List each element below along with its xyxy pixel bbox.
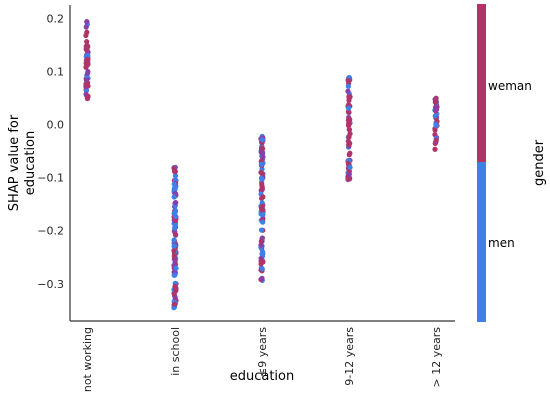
data-point [345, 83, 351, 89]
data-point [260, 211, 266, 218]
data-point [84, 19, 90, 25]
x-tick-label: not working [81, 327, 94, 392]
data-point [260, 207, 266, 214]
data-point [171, 194, 177, 200]
data-point [172, 225, 178, 231]
plot-axes [69, 5, 455, 322]
data-point [172, 301, 178, 307]
data-point [347, 116, 353, 123]
data-point [172, 285, 179, 291]
x-tick-labels: not working in school ≤9 years 9-12 years > … [81, 327, 443, 392]
y-tick-label: 0.2 [47, 12, 65, 25]
data-point [434, 106, 440, 113]
data-point [173, 200, 179, 206]
data-point [172, 173, 179, 179]
colorbar-weman-segment [477, 4, 486, 162]
data-point [84, 29, 90, 35]
data-point [345, 138, 351, 144]
data-point [84, 70, 91, 76]
x-tick-label: ≤9 years [256, 327, 269, 377]
data-point [347, 164, 353, 170]
y-axis-title-line1: SHAP value for [7, 114, 22, 211]
colorbar-title: gender [532, 139, 547, 186]
data-point [85, 93, 91, 99]
colorbar-men-segment [477, 162, 486, 322]
data-point [260, 154, 266, 160]
data-point [171, 237, 177, 243]
data-point [346, 97, 352, 103]
colorbar-label-men: men [488, 236, 515, 250]
data-point [83, 60, 89, 66]
data-point [258, 149, 264, 156]
data-point [432, 127, 438, 133]
data-point [346, 121, 352, 127]
data-point [260, 219, 266, 225]
y-axis-title-line2: education [23, 131, 38, 196]
data-point [172, 232, 179, 238]
data-point [258, 169, 264, 176]
y-tick-label: −0.2 [37, 225, 64, 238]
data-point [83, 43, 89, 49]
data-point [171, 165, 177, 171]
data-point [171, 181, 177, 187]
data-point [83, 24, 89, 30]
data-point [258, 161, 265, 167]
data-point [345, 105, 352, 111]
data-point [432, 99, 438, 105]
y-tick-label: −0.1 [37, 172, 64, 185]
x-axis-title: education [230, 369, 295, 384]
scatter-points [83, 19, 440, 311]
data-point [84, 82, 91, 89]
data-point [172, 258, 178, 264]
y-tick-label: 0.0 [47, 118, 65, 131]
data-point [260, 194, 266, 200]
data-point [432, 113, 438, 119]
data-point [346, 126, 352, 133]
data-point [172, 272, 178, 278]
data-point [259, 176, 265, 182]
data-point [258, 238, 265, 244]
data-point [347, 176, 353, 182]
data-point [345, 88, 351, 94]
data-point [83, 64, 89, 70]
colorbar-label-weman: weman [488, 79, 532, 93]
data-point [433, 123, 439, 129]
data-point [260, 259, 266, 265]
data-point [345, 78, 351, 84]
data-point [259, 137, 266, 143]
y-tick-label: 0.1 [47, 65, 65, 78]
x-tick-label: in school [169, 327, 182, 376]
data-point [171, 243, 177, 249]
data-point [346, 171, 352, 177]
data-point [259, 266, 265, 272]
data-point [259, 145, 266, 152]
data-point [84, 38, 90, 45]
y-tick-label: −0.3 [37, 278, 64, 291]
data-point [433, 137, 439, 143]
x-tick-label: > 12 years [430, 327, 443, 388]
data-point [347, 150, 353, 156]
data-point [173, 265, 179, 271]
data-point [258, 227, 265, 233]
data-point [346, 134, 352, 140]
colorbar: weman men gender [477, 4, 547, 322]
data-point [259, 181, 265, 187]
data-point [259, 275, 265, 281]
data-point [259, 249, 266, 255]
y-tick-labels: 0.2 0.1 0.0 −0.1 −0.2 −0.3 [37, 12, 64, 291]
data-point [432, 146, 438, 152]
x-tick-label: 9-12 years [343, 327, 356, 386]
data-point [172, 208, 179, 214]
